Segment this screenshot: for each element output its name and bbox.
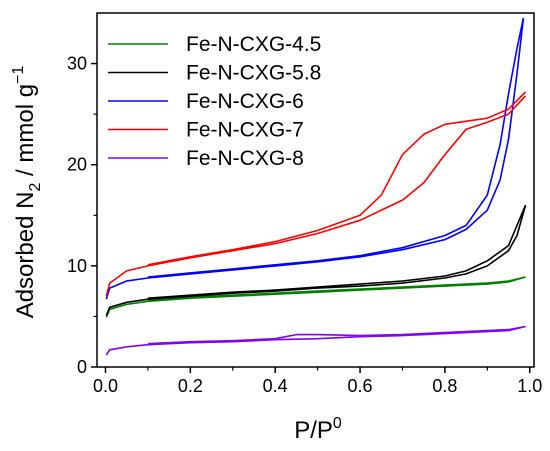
series-line-Fe-N-CXG-7-desorption [147, 91, 527, 266]
axes-layer: 0.0 0.2 0.4 0.6 0.8 1.0 0 10 20 30 [67, 54, 542, 396]
legend-label-Fe-N-CXG-7: Fe-N-CXG-7 [186, 119, 304, 142]
series-line-Fe-N-CXG-8-adsorption [105, 325, 526, 356]
series-Fe-N-CXG-4.5 [105, 276, 526, 318]
legend-label-Fe-N-CXG-8: Fe-N-CXG-8 [186, 147, 304, 170]
x-tick-label: 0.0 [93, 376, 118, 396]
series-line-Fe-N-CXG-6-desorption [147, 17, 525, 278]
series-line-Fe-N-CXG-4.5-adsorption [105, 276, 526, 318]
series-line-Fe-N-CXG-5.8-adsorption [105, 204, 527, 316]
series-layer [105, 17, 527, 356]
series-Fe-N-CXG-8 [105, 325, 526, 356]
x-axis-title-superscript: 0 [333, 415, 342, 432]
y-tick-label: 0 [77, 357, 87, 377]
series-line-Fe-N-CXG-8-desorption [147, 325, 526, 345]
y-tick-label: 10 [67, 256, 87, 276]
legend-label-Fe-N-CXG-4.5: Fe-N-CXG-4.5 [186, 33, 321, 56]
y-axis-title-superscript: −1 [10, 66, 27, 84]
plot-area [96, 12, 535, 368]
y-axis-title-subscript: 2 [27, 183, 44, 192]
series-Fe-N-CXG-5.8 [105, 204, 527, 316]
series-line-Fe-N-CXG-4.5-desorption [147, 276, 526, 301]
y-tick-label: 30 [67, 54, 87, 74]
legend-label-Fe-N-CXG-5.8: Fe-N-CXG-5.8 [186, 62, 321, 85]
plot-frame [96, 12, 535, 368]
x-tick-label: 0.4 [263, 376, 288, 396]
x-tick-label: 0.2 [178, 376, 203, 396]
legend-label-Fe-N-CXG-6: Fe-N-CXG-6 [186, 90, 304, 113]
series-line-Fe-N-CXG-7-adsorption [105, 95, 527, 297]
y-axis-title: Adsorbed N2 / mmol g−1 [10, 66, 44, 319]
series-Fe-N-CXG-7 [105, 91, 527, 297]
series-line-Fe-N-CXG-6-adsorption [105, 18, 525, 300]
x-tick-label: 0.8 [432, 376, 457, 396]
legend: Fe-N-CXG-4.5 Fe-N-CXG-5.8 Fe-N-CXG-6 Fe-N-C… [108, 33, 321, 170]
x-axis-title: P/P0 [294, 415, 342, 444]
x-tick-label: 0.6 [348, 376, 373, 396]
series-Fe-N-CXG-6 [105, 17, 525, 300]
y-tick-label: 20 [67, 155, 87, 175]
x-tick-label: 1.0 [517, 376, 542, 396]
series-line-Fe-N-CXG-5.8-desorption [147, 204, 527, 299]
